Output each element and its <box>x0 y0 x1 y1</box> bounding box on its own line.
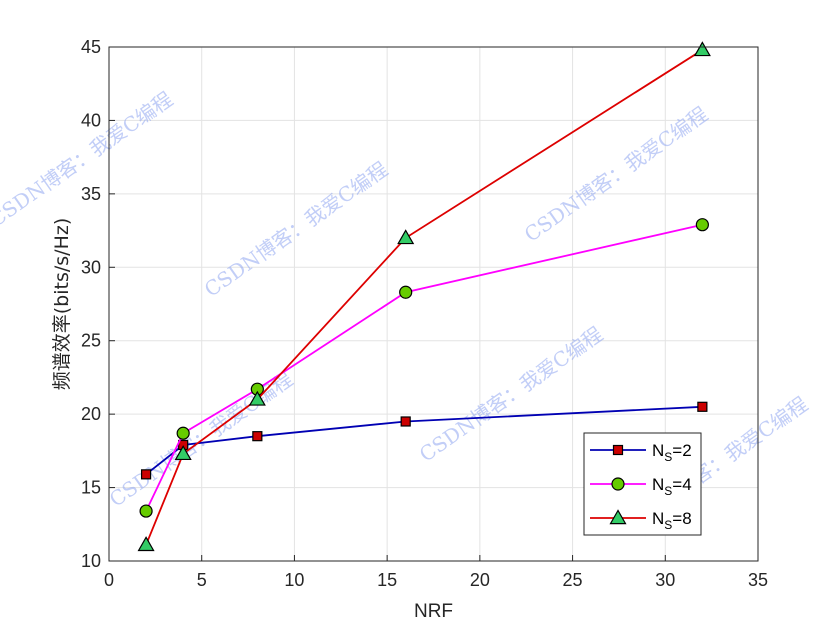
data-point <box>695 218 709 232</box>
x-tick-label: 10 <box>284 570 304 590</box>
y-tick-label: 35 <box>81 184 101 204</box>
watermark-text: CSDN博客：我爱C编程 <box>520 102 712 247</box>
legend-item: NS=8 <box>590 509 692 532</box>
data-point <box>139 504 153 518</box>
data-point <box>397 229 415 245</box>
data-point <box>399 285 413 299</box>
data-point <box>140 469 152 480</box>
series-2 <box>139 218 709 518</box>
legend-label: NS=8 <box>652 509 692 532</box>
y-tick-label: 30 <box>81 257 101 277</box>
series-3 <box>137 41 711 552</box>
grid <box>109 47 758 561</box>
data-point <box>248 390 266 406</box>
y-tick-label: 20 <box>81 404 101 424</box>
legend-marker <box>611 477 625 491</box>
data-point <box>176 426 190 440</box>
legend-item: NS=4 <box>590 475 692 498</box>
y-tick-label: 15 <box>81 478 101 498</box>
series-layer <box>137 41 711 552</box>
data-point <box>252 431 263 442</box>
y-tick-label: 45 <box>81 37 101 57</box>
x-tick-label: 0 <box>104 570 114 590</box>
series-1 <box>140 401 708 480</box>
legend-marker <box>609 509 627 525</box>
y-tick-label: 25 <box>81 331 101 351</box>
x-tick-label: 35 <box>748 570 768 590</box>
watermark-text: CSDN博客：我爱C编程 <box>415 322 607 467</box>
y-axis-label: 频谱效率(bits/s/Hz) <box>51 218 73 390</box>
x-tick-label: 5 <box>197 570 207 590</box>
legend-marker <box>612 444 624 456</box>
y-tick-label: 10 <box>81 551 101 571</box>
legend-label: NS=4 <box>652 475 692 498</box>
x-tick-label: 30 <box>655 570 675 590</box>
legend: NS=2 NS=4 NS=8 <box>583 432 702 536</box>
data-point <box>174 445 192 461</box>
data-point <box>137 536 155 552</box>
x-axis-label: NRF <box>414 601 453 622</box>
x-tick-label: 15 <box>377 570 397 590</box>
plot-frame <box>108 46 759 562</box>
y-tick-label: 40 <box>81 110 101 130</box>
legend-label: NS=2 <box>652 441 692 464</box>
watermark-text: CSDN博客：我爱C编程 <box>0 87 177 232</box>
data-point <box>697 401 708 412</box>
x-tick-label: 20 <box>470 570 490 590</box>
legend-item: NS=2 <box>590 441 692 464</box>
x-tick-label: 25 <box>563 570 583 590</box>
x-axis-ticks: 0 5 10 15 20 25 30 35 <box>104 555 768 590</box>
y-axis-ticks: 10 15 20 25 30 35 40 45 <box>81 37 115 571</box>
data-point <box>400 416 411 427</box>
data-point <box>693 41 711 57</box>
watermark-text: CSDN博客：我爱C编程 <box>200 157 392 302</box>
